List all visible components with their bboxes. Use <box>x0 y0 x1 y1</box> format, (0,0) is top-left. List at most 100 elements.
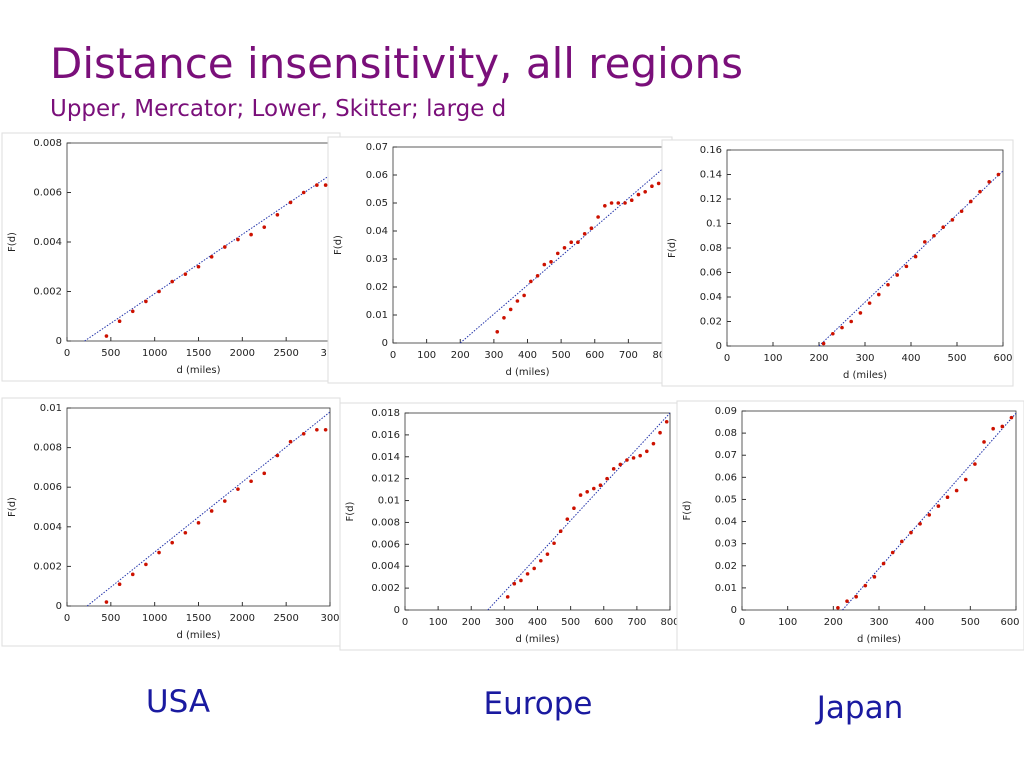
data-point <box>578 493 583 497</box>
data-point <box>849 319 853 324</box>
x-tick-label: 1000 <box>142 348 167 359</box>
data-point <box>519 578 523 583</box>
data-point <box>196 521 201 525</box>
data-point <box>872 575 877 579</box>
y-tick-label: 0.16 <box>700 145 722 156</box>
x-axis-label: d (miles) <box>506 367 550 378</box>
data-point <box>831 331 835 336</box>
data-point <box>927 513 932 517</box>
data-point <box>275 453 280 458</box>
data-point <box>301 431 306 436</box>
x-tick-label: 200 <box>809 353 828 364</box>
y-tick-label: 0.008 <box>33 443 62 454</box>
data-point <box>512 581 517 586</box>
x-tick-label: 300 <box>855 353 874 364</box>
x-tick-label: 400 <box>901 353 920 364</box>
data-point <box>117 319 122 324</box>
y-tick-label: 0.07 <box>366 142 388 153</box>
x-tick-label: 800 <box>660 617 679 628</box>
data-point <box>904 264 909 269</box>
data-point <box>549 260 553 264</box>
y-tick-label: 0.06 <box>700 268 722 279</box>
data-point <box>249 479 253 484</box>
data-point <box>656 181 661 186</box>
y-tick-label: 0 <box>716 341 722 352</box>
data-point <box>950 218 955 222</box>
x-tick-label: 100 <box>417 350 436 361</box>
x-tick-label: 500 <box>101 613 120 624</box>
y-tick-label: 0 <box>394 605 400 616</box>
data-point <box>936 504 941 508</box>
data-point <box>522 293 526 298</box>
data-point <box>262 471 267 476</box>
data-point <box>323 427 328 432</box>
y-tick-label: 0.09 <box>715 406 737 417</box>
data-point <box>315 183 319 187</box>
data-point <box>117 582 122 587</box>
data-point <box>236 237 240 242</box>
y-axis-label: F(d) <box>333 235 344 255</box>
region-label: Japan <box>815 690 903 726</box>
data-point <box>572 506 576 511</box>
data-point <box>589 226 594 230</box>
data-point <box>867 301 872 305</box>
data-point <box>592 486 596 491</box>
y-tick-label: 0.02 <box>715 561 737 572</box>
x-tick-label: 2000 <box>230 348 255 359</box>
data-point <box>157 289 161 294</box>
y-axis-label: F(d) <box>7 232 18 252</box>
data-point <box>562 246 567 250</box>
data-point <box>555 251 560 256</box>
y-axis-label: F(d) <box>682 500 693 520</box>
data-point <box>900 539 904 544</box>
data-point <box>558 529 563 533</box>
y-tick-label: 0.08 <box>715 428 737 439</box>
y-tick-label: 0.004 <box>33 522 62 533</box>
x-tick-label: 500 <box>552 350 571 361</box>
data-point <box>629 198 634 202</box>
y-tick-label: 0.07 <box>715 450 737 461</box>
data-point <box>945 495 950 500</box>
x-tick-label: 500 <box>961 617 980 628</box>
data-point <box>963 477 968 482</box>
data-point <box>623 201 627 205</box>
data-point <box>323 183 328 187</box>
data-point <box>991 426 995 431</box>
chart-frame <box>339 402 681 651</box>
data-point <box>959 209 964 214</box>
x-tick-label: 300 <box>869 617 888 628</box>
y-tick-label: 0.006 <box>33 482 62 493</box>
data-point <box>598 483 603 488</box>
x-tick-label: 100 <box>429 617 448 628</box>
y-tick-label: 0.14 <box>700 170 722 181</box>
data-point <box>104 600 109 604</box>
y-tick-label: 0 <box>56 336 62 347</box>
data-point <box>196 264 201 269</box>
y-tick-label: 0.014 <box>371 452 400 463</box>
data-point <box>275 212 280 217</box>
data-point <box>542 262 547 267</box>
x-tick-label: 0 <box>64 348 70 359</box>
x-tick-label: 100 <box>778 617 797 628</box>
x-tick-label: 0 <box>402 617 408 628</box>
x-axis-label: d (miles) <box>843 370 887 381</box>
data-point <box>836 605 840 610</box>
data-point <box>877 292 881 297</box>
data-point <box>638 453 642 458</box>
x-tick-label: 500 <box>101 348 120 359</box>
fit-line <box>818 170 1004 347</box>
x-tick-label: 500 <box>947 353 966 364</box>
data-point <box>650 184 654 188</box>
data-point <box>845 599 849 603</box>
y-tick-label: 0.004 <box>33 237 62 248</box>
data-point <box>576 240 580 244</box>
data-point <box>858 311 863 315</box>
y-axis-label: F(d) <box>667 238 678 258</box>
data-point <box>495 330 500 334</box>
data-point <box>262 225 267 229</box>
y-axis-label: F(d) <box>345 501 356 521</box>
data-point <box>596 215 600 219</box>
data-point <box>515 299 520 303</box>
data-point <box>301 190 306 195</box>
